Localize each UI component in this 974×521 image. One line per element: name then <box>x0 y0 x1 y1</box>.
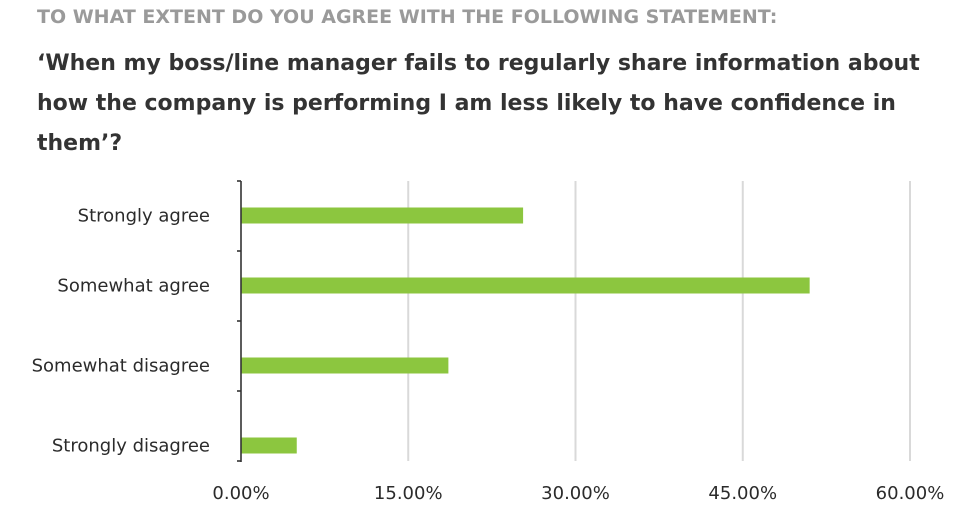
category-label: Strongly agree <box>78 206 210 227</box>
x-tick-labels: 0.00% 15.00% 30.00% 45.00% 60.00% <box>212 483 944 504</box>
bars <box>241 207 810 454</box>
x-tick-label: 60.00% <box>876 483 945 504</box>
bar <box>241 437 297 454</box>
x-tick-label: 15.00% <box>374 483 443 504</box>
category-label: Strongly disagree <box>52 436 210 457</box>
category-labels: Strongly agree Somewhat agree Somewhat dis… <box>32 206 210 457</box>
chart-question: ‘When my boss/line manager fails to regu… <box>37 51 920 156</box>
bar <box>241 207 524 224</box>
category-label: Somewhat agree <box>57 276 210 297</box>
bar <box>241 357 449 374</box>
chart-subtitle: TO WHAT EXTENT DO YOU AGREE WITH THE FOL… <box>37 6 778 28</box>
y-axis <box>237 180 242 462</box>
x-tick-label: 0.00% <box>212 483 269 504</box>
gridlines <box>407 181 911 461</box>
bar <box>241 277 810 294</box>
x-tick-label: 30.00% <box>541 483 610 504</box>
category-label: Somewhat disagree <box>32 356 210 377</box>
x-tick-label: 45.00% <box>708 483 777 504</box>
